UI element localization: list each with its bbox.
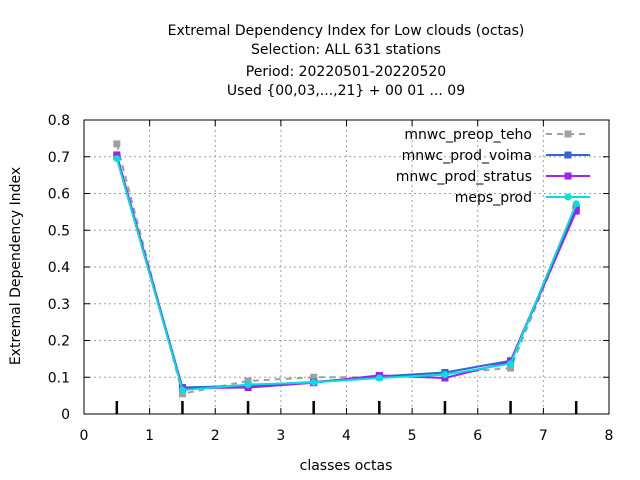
y-tick-label: 0.6 <box>48 187 70 203</box>
y-tick-label: 0.1 <box>48 370 70 386</box>
y-tick-label: 0.2 <box>48 334 70 350</box>
series-line <box>115 158 578 392</box>
title-line-2: Selection: ALL 631 stations <box>251 42 441 58</box>
legend-entry: mnwc_prod_stratus <box>396 169 590 185</box>
series-meps_prod <box>113 155 580 394</box>
legend-marker <box>564 151 572 159</box>
y-tick-label: 0.4 <box>48 260 70 276</box>
legend: mnwc_preop_teho mnwc_prod_voima mnwc_prod_… <box>396 127 590 206</box>
data-point <box>375 374 383 382</box>
data-point <box>244 381 252 389</box>
data-point <box>507 364 515 372</box>
title-line-1: Extremal Dependency Index for Low clouds… <box>168 23 525 39</box>
data-point <box>441 371 449 379</box>
y-tick-label: 0.7 <box>48 150 70 166</box>
title-line-4: Used {00,03,...,21} + 00 01 ... 09 <box>227 83 465 99</box>
y-tick-label: 0 <box>61 407 70 423</box>
x-tick-label: 4 <box>342 428 351 444</box>
data-point <box>310 378 318 386</box>
x-tick-label: 7 <box>539 428 548 444</box>
legend-label: mnwc_preop_teho <box>404 127 532 143</box>
x-tick-label: 5 <box>408 428 417 444</box>
legend-entry: mnwc_preop_teho <box>404 127 590 143</box>
data-point <box>572 200 580 208</box>
data-point <box>244 377 252 385</box>
tick-labels: 0 1 2 3 4 5 6 7 8 0 0.1 0.2 0.3 0.4 0.5 0.6 0.7 0.8 <box>48 113 614 444</box>
legend-label: mnwc_prod_stratus <box>396 169 532 185</box>
x-tick-label: 1 <box>145 428 154 444</box>
plot-frame <box>83 119 610 415</box>
grid <box>84 120 609 414</box>
legend-label: meps_prod <box>455 190 532 206</box>
data-point <box>507 360 515 368</box>
data-point <box>178 386 186 394</box>
data-point <box>113 155 121 163</box>
series-group <box>113 140 580 398</box>
legend-marker <box>564 172 572 180</box>
data-point <box>572 207 580 215</box>
data-point <box>113 140 121 148</box>
legend-marker <box>564 130 572 138</box>
legend-entry: mnwc_prod_voima <box>402 148 590 164</box>
legend-label: mnwc_prod_voima <box>402 148 532 164</box>
y-tick-label: 0.8 <box>48 113 70 129</box>
y-tick-label: 0.3 <box>48 297 70 313</box>
legend-entry: meps_prod <box>455 190 590 206</box>
x-axis-label: classes octas <box>300 458 393 474</box>
x-tick-label: 0 <box>80 428 89 444</box>
x-tick-label: 2 <box>211 428 220 444</box>
data-point <box>178 390 186 398</box>
y-tick-label: 0.5 <box>48 223 70 239</box>
series-line <box>115 143 578 395</box>
x-tick-label: 6 <box>473 428 482 444</box>
legend-marker <box>564 193 572 201</box>
chart-title: Extremal Dependency Index for Low clouds… <box>168 23 525 99</box>
data-point <box>310 373 318 381</box>
x-tick-label: 8 <box>605 428 614 444</box>
data-point <box>113 151 121 159</box>
x-tick-label: 3 <box>276 428 285 444</box>
title-line-3: Period: 20220501-20220520 <box>246 64 446 80</box>
y-axis-label: Extremal Dependency Index <box>8 167 24 365</box>
